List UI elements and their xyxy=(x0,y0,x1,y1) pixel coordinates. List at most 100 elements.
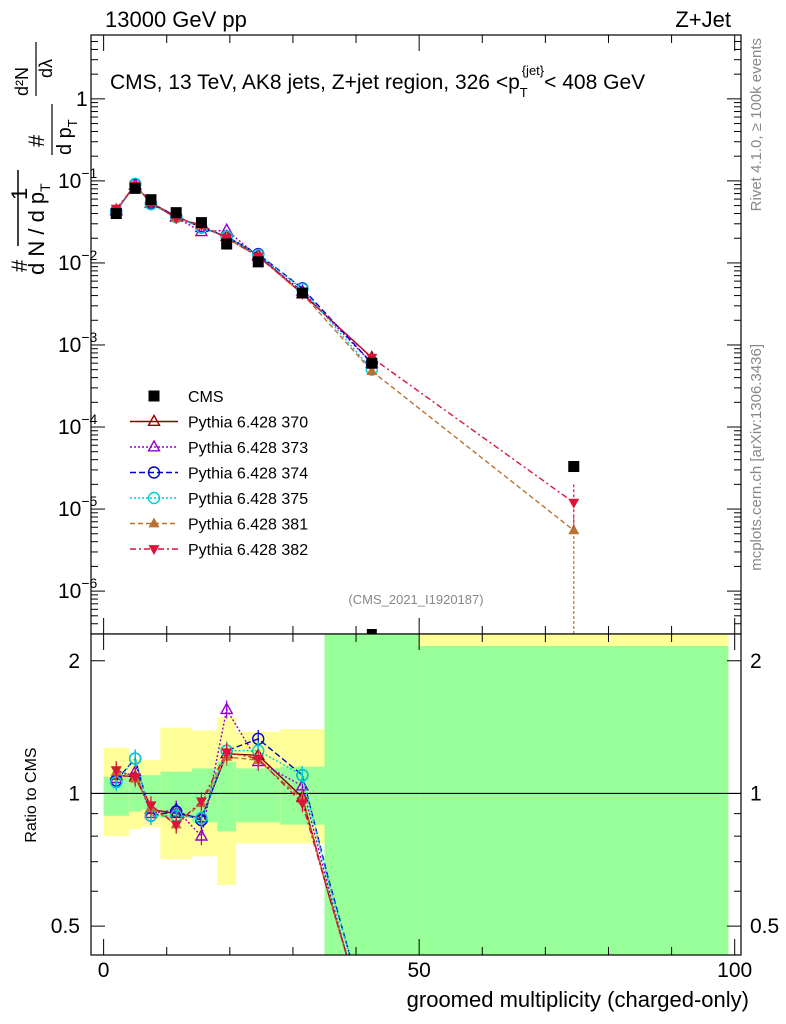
legend-item: Pythia 6.428 370 xyxy=(130,414,308,432)
data-point xyxy=(366,365,378,375)
legend-item: CMS xyxy=(148,389,224,406)
data-point xyxy=(366,357,378,369)
main-ticks xyxy=(91,34,741,634)
main-series-layer xyxy=(109,177,580,634)
ratio-point xyxy=(129,773,141,783)
legend-marker xyxy=(147,439,161,452)
ratio-ticks xyxy=(91,634,741,955)
data-point xyxy=(195,217,207,229)
legend-label: Pythia 6.428 382 xyxy=(188,542,308,559)
x-axis-label: groomed multiplicity (charged-only) xyxy=(407,987,749,1012)
ratio-y-tick-label-right: 0.5 xyxy=(750,915,779,938)
data-point xyxy=(129,182,141,194)
legend-label: Pythia 6.428 375 xyxy=(188,491,308,508)
legend-item: Pythia 6.428 373 xyxy=(130,439,308,457)
rivet-version-label: Rivet 4.1.0, ≥ 100k events xyxy=(748,38,765,211)
data-point xyxy=(296,287,308,299)
ratio-point xyxy=(195,811,208,825)
data-point xyxy=(568,524,580,535)
data-point xyxy=(221,238,233,250)
svg-text:1: 1 xyxy=(7,188,32,200)
legend-label: Pythia 6.428 374 xyxy=(188,466,308,483)
legend-label: Pythia 6.428 373 xyxy=(188,440,308,457)
ratio-frame xyxy=(90,633,742,956)
legend-label: Pythia 6.428 370 xyxy=(188,415,308,432)
ratio-series-layer xyxy=(109,700,351,956)
ratio-tick-labels: 0.5 0.5 1 1 2 2 0 50 100 xyxy=(51,650,779,982)
ratio-point xyxy=(128,752,142,765)
data-point xyxy=(252,256,264,268)
ratio-panel: 0.5 0.5 1 1 2 2 0 50 100 xyxy=(51,633,779,982)
ratio-y-tick-label-right: 2 xyxy=(750,650,762,673)
data-point xyxy=(366,629,377,634)
legend-marker xyxy=(148,390,160,402)
data-point xyxy=(110,208,122,220)
ratio-y-axis-label: Ratio to CMS xyxy=(23,747,40,842)
inner-band xyxy=(419,634,729,955)
svg-text:d N / d pT: d N / d pT xyxy=(24,183,53,275)
svg-text:dλ: dλ xyxy=(36,59,56,78)
ratio-point xyxy=(252,754,264,765)
main-y-tick-label: 10−5 xyxy=(58,493,98,521)
inner-band xyxy=(217,761,237,832)
data-point xyxy=(145,194,157,206)
legend-label: CMS xyxy=(188,389,224,406)
data-point xyxy=(170,207,182,219)
analysis-watermark: (CMS_2021_I1920187) xyxy=(348,592,483,607)
main-y-tick-label: 10−2 xyxy=(58,247,98,275)
legend-item: Pythia 6.428 375 xyxy=(130,491,308,508)
x-tick-label: 0 xyxy=(98,959,110,982)
main-y-tick-label: 10−4 xyxy=(58,411,98,439)
main-y-tick-label: 10−3 xyxy=(58,329,98,357)
series-line-5 xyxy=(115,184,575,531)
outer-band xyxy=(419,634,729,646)
header-right-label: Z+Jet xyxy=(675,7,731,32)
ratio-y-tick-label: 0.5 xyxy=(51,915,80,938)
data-point xyxy=(568,461,580,473)
ratio-uncertainty-bands xyxy=(103,634,729,955)
main-y-tick-label: 10−6 xyxy=(58,575,98,603)
inner-band xyxy=(324,634,420,955)
svg-text:d²N: d²N xyxy=(12,67,32,96)
svg-text:#: # xyxy=(24,134,49,147)
legend-label: Pythia 6.428 381 xyxy=(188,517,308,534)
x-tick-label: 50 xyxy=(407,959,430,982)
ratio-point xyxy=(145,801,157,812)
ratio-point xyxy=(194,828,209,841)
header-left-label: 13000 GeV pp xyxy=(105,7,247,32)
legend-item: Pythia 6.428 381 xyxy=(130,517,308,534)
ratio-y-tick-label: 1 xyxy=(68,782,80,805)
main-y-tick-label: 10−1 xyxy=(58,165,98,193)
legend-item: Pythia 6.428 382 xyxy=(130,542,308,559)
ratio-point xyxy=(195,797,207,808)
ratio-point xyxy=(296,799,308,810)
ratio-point xyxy=(296,768,309,782)
main-y-tick-label: 1 xyxy=(76,88,88,111)
ratio-y-tick-label: 2 xyxy=(68,650,80,673)
ratio-point xyxy=(221,748,233,759)
legend: CMS Pythia 6.428 370 Pythia 6.428 373 Pythi… xyxy=(130,389,308,559)
legend-marker xyxy=(147,491,161,505)
svg-text:d pT: d pT xyxy=(54,119,80,155)
plot-title: CMS, 13 TeV, AK8 jets, Z+jet region, 326… xyxy=(110,63,645,100)
legend-marker xyxy=(147,466,161,479)
main-panel: 10−6 10−5 10−4 10−3 10−2 10−1 1 CMS, 13 TeV, A… xyxy=(58,34,742,635)
ratio-point xyxy=(170,820,182,831)
legend-marker xyxy=(148,545,160,556)
main-y-axis-label: # 1 d N / d pT # d pT d²N dλ xyxy=(7,42,80,275)
ratio-series-line-3 xyxy=(115,750,351,956)
main-y-tick-labels: 10−6 10−5 10−4 10−3 10−2 10−1 1 xyxy=(58,88,98,603)
legend-marker xyxy=(148,517,160,528)
x-tick-label: 100 xyxy=(717,959,752,982)
data-point xyxy=(568,498,580,509)
ratio-point xyxy=(110,766,122,777)
svg-text:#: # xyxy=(7,259,32,272)
data-point xyxy=(194,224,209,237)
ratio-point xyxy=(219,702,234,715)
ratio-y-tick-label-right: 1 xyxy=(750,782,762,805)
legend-marker xyxy=(147,414,161,427)
inner-band xyxy=(236,768,281,823)
mcplots-label: mcplots.cern.ch [arXiv:1306.3436] xyxy=(748,344,765,571)
legend-item: Pythia 6.428 374 xyxy=(130,466,308,483)
